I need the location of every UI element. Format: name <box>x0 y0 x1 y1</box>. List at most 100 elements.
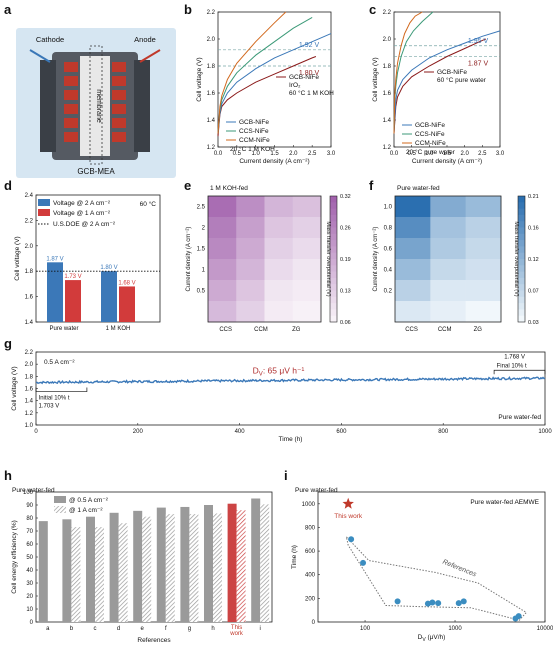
colorbar-tick-label: 0.21 <box>528 194 539 200</box>
heatmap-cell <box>430 301 466 323</box>
heatmap-cell <box>236 301 265 323</box>
efficiency-bar-7-0 <box>204 505 213 622</box>
colorbar-segment <box>330 315 337 323</box>
y-tick-label: 400 <box>305 573 316 579</box>
x-tick-label: a <box>46 626 50 632</box>
colorbar-segment <box>518 271 525 279</box>
colorbar-tick-label: 0.03 <box>528 320 539 326</box>
colorbar-tick-label: 0.07 <box>528 289 539 295</box>
colorbar-segment <box>330 208 337 216</box>
colorbar-segment <box>330 277 337 285</box>
y-tick-label: 2.2 <box>25 218 34 224</box>
reference-point <box>348 536 355 543</box>
y-axis-label: Cell energy efficiency (%) <box>11 520 18 594</box>
y-axis-label: Time (h) <box>291 545 298 569</box>
x-tick-label: g <box>188 626 191 632</box>
heatmap-cell <box>264 259 294 281</box>
y-tick-label: 1.4 <box>25 399 34 405</box>
heatmap-cell <box>292 238 322 260</box>
legend-swatch <box>54 496 66 503</box>
x-tick-label: CCM <box>438 327 452 333</box>
efficiency-bar-4-1 <box>142 516 152 622</box>
x-tick-label: Pure water <box>49 326 78 332</box>
anode-electrode <box>112 118 126 128</box>
efficiency-bar-9-0 <box>251 498 261 622</box>
degradation-rate-value: : 65 μV h⁻¹ <box>263 365 305 375</box>
y-tick-label: 1.8 <box>383 64 392 70</box>
cathode-label: Cathode <box>36 35 64 44</box>
heatmap-cell <box>395 196 431 218</box>
efficiency-bar-1-1 <box>71 527 81 622</box>
legend-label: 20 °C pure water <box>406 148 456 156</box>
cathode-electrode <box>64 104 78 114</box>
heatmap-cell <box>236 238 265 260</box>
legend-label: CCS-NiFe <box>415 131 445 138</box>
heatmap-cell <box>292 259 322 281</box>
y-tick-label: 100 <box>23 490 34 496</box>
heatmap-cell <box>430 196 466 218</box>
x-tick-label: 10000 <box>537 626 553 632</box>
colorbar-segment <box>518 315 525 323</box>
anode-label: Anode <box>134 35 156 44</box>
colorbar-title: Mass transfer overpotential (V) <box>513 221 519 296</box>
legend-label: 60 °C 1 M KOH <box>289 89 334 97</box>
this-work-label: This work <box>334 513 363 520</box>
y-tick-label: 1 <box>202 268 206 274</box>
colorbar-segment <box>330 202 337 209</box>
colorbar-segment <box>330 240 337 247</box>
x-tick-label: d <box>117 626 120 632</box>
heatmap-cell <box>430 280 466 302</box>
y-tick-label: 2.2 <box>383 10 392 16</box>
legend-label: 60 °C pure water <box>437 76 487 84</box>
x-tick-label: i <box>260 626 261 632</box>
heatmap-cell <box>208 301 237 323</box>
heatmap-cell <box>264 217 294 239</box>
colorbar-segment <box>518 296 525 304</box>
reference-point <box>435 600 442 607</box>
cathode-electrode <box>64 76 78 86</box>
x-tick-label: 2.0 <box>460 151 469 157</box>
colorbar-tick-label: 0.16 <box>528 226 539 232</box>
legend-label: GCB-NiFe <box>289 74 319 81</box>
panel-label-e: e <box>184 178 191 193</box>
colorbar-segment <box>330 309 337 317</box>
mea-caption: GCB-MEA <box>77 167 115 176</box>
y-tick-label: 1.8 <box>207 64 216 70</box>
x-tick-label: 0.5 <box>233 151 242 157</box>
reference-point <box>394 598 401 605</box>
y-tick-label: 2.0 <box>207 37 216 43</box>
heatmap-cell <box>395 301 431 323</box>
x-tick-label: 2.5 <box>308 151 317 157</box>
x-tick-label: 1000 <box>448 626 462 632</box>
x-axis-label: Time (h) <box>279 436 303 443</box>
initial-bracket <box>35 387 88 392</box>
y-tick-label: 2.2 <box>207 10 216 16</box>
panel-label-c: c <box>369 2 376 17</box>
y-tick-label: 800 <box>305 525 316 531</box>
plot-frame-e <box>207 195 322 323</box>
colorbar-segment <box>518 259 525 266</box>
reference-point <box>515 613 522 620</box>
annotation-voltage: 1.95 V <box>468 38 489 45</box>
y-tick-label: 0.5 <box>197 289 206 295</box>
heatmap-title: 1 M KOH-fed <box>210 185 248 192</box>
series-line-3 <box>217 11 287 134</box>
bar-value-label: 1.80 V <box>100 265 117 271</box>
y-tick-label: 0.8 <box>384 226 393 232</box>
current-density-label: 0.5 A cm⁻² <box>44 359 75 366</box>
references-envelope <box>345 535 528 621</box>
x-tick-label: 3.0 <box>496 151 505 157</box>
initial-label: Initial 10% t <box>39 396 70 402</box>
x-tick-label: ZG <box>292 327 301 333</box>
y-axis-label: Current density (A cm⁻²) <box>186 227 192 292</box>
condition-label: 60 °C <box>140 200 157 208</box>
y-tick-label: 60 <box>26 542 33 548</box>
heatmap-cell <box>264 280 294 302</box>
x-tick-label: e <box>141 626 145 632</box>
heatmap-cell <box>208 196 237 218</box>
cathode-electrode <box>64 90 78 100</box>
final-voltage: 1.768 V <box>504 354 525 360</box>
efficiency-bar-2-0 <box>86 516 95 622</box>
y-tick-label: 1.0 <box>384 205 393 211</box>
colorbar-frame <box>517 195 526 323</box>
